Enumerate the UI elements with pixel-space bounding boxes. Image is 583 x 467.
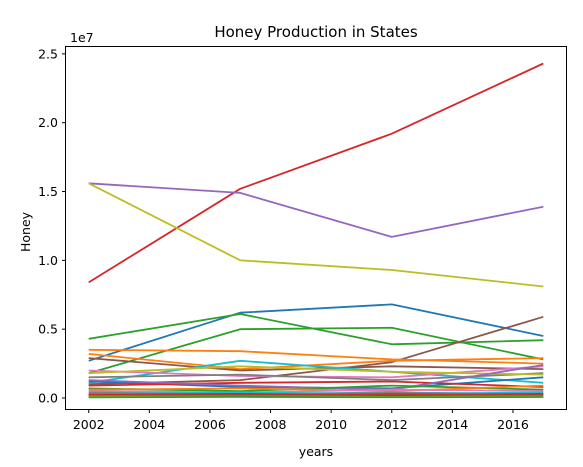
plot-frame: [65, 46, 567, 410]
x-tick-label: 2012: [376, 417, 408, 432]
y-axis-label: Honey: [18, 211, 33, 252]
x-axis-label: years: [299, 444, 333, 459]
x-tick-label: 2008: [255, 417, 287, 432]
x-tick-label: 2014: [436, 417, 468, 432]
series-line-9: [88, 353, 544, 371]
chart-title: Honey Production in States: [214, 23, 418, 41]
series-line-4: [88, 303, 544, 362]
series-line-14: [88, 365, 544, 376]
ticks-layer: 2002 2004 2006 2008 2010 2012 2014 2016 0.0 0.5 1.…: [38, 46, 529, 432]
y-tick-label: 2.5: [38, 46, 58, 61]
x-tick-label: 2016: [497, 417, 529, 432]
series-line-3: [88, 182, 544, 288]
x-tick-label: 2004: [133, 417, 165, 432]
y-tick-label: 2.0: [38, 115, 58, 130]
series-line-26: [88, 392, 544, 397]
series-layer: [88, 62, 544, 399]
x-tick-label: 2006: [194, 417, 226, 432]
x-tick-label: 2010: [315, 417, 347, 432]
series-line-8: [88, 348, 544, 365]
y-tick-label: 0.5: [38, 322, 58, 337]
series-line-19: [88, 384, 544, 393]
series-line-22: [88, 391, 544, 395]
series-line-20: [88, 388, 544, 394]
y-tick-label: 1.5: [38, 184, 58, 199]
series-line-1: [88, 62, 544, 284]
x-tick-label: 2002: [73, 417, 105, 432]
series-line-16: [88, 380, 544, 388]
y-tick-label: 0.0: [38, 390, 58, 405]
y-tick-label: 1.0: [38, 253, 58, 268]
y-multiplier-label: 1e7: [70, 30, 94, 45]
series-line-2: [88, 182, 544, 238]
